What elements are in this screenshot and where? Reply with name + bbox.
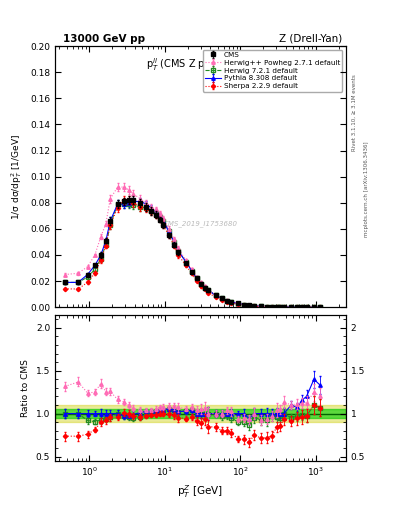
Text: CMS_2019_I1753680: CMS_2019_I1753680 (163, 220, 237, 227)
Legend: CMS, Herwig++ Powheg 2.7.1 default, Herwig 7.2.1 default, Pythia 8.308 default, : CMS, Herwig++ Powheg 2.7.1 default, Herw… (203, 50, 342, 92)
Y-axis label: 1/σ dσ/dp$_T^2$ [1/GeV]: 1/σ dσ/dp$_T^2$ [1/GeV] (9, 134, 24, 220)
Text: p$_T^{ll}$ (CMS Z production): p$_T^{ll}$ (CMS Z production) (146, 56, 255, 73)
Text: 13000 GeV pp: 13000 GeV pp (63, 33, 145, 44)
Text: Rivet 3.1.10, ≥ 3.1M events: Rivet 3.1.10, ≥ 3.1M events (352, 74, 357, 151)
Bar (55, 405, 346, 422)
X-axis label: p$_T^Z$ [GeV]: p$_T^Z$ [GeV] (177, 484, 224, 500)
Text: mcplots.cern.ch [arXiv:1306.3436]: mcplots.cern.ch [arXiv:1306.3436] (364, 142, 369, 237)
Bar (55, 409, 346, 418)
Y-axis label: Ratio to CMS: Ratio to CMS (21, 359, 30, 417)
Text: Z (Drell-Yan): Z (Drell-Yan) (279, 33, 342, 44)
